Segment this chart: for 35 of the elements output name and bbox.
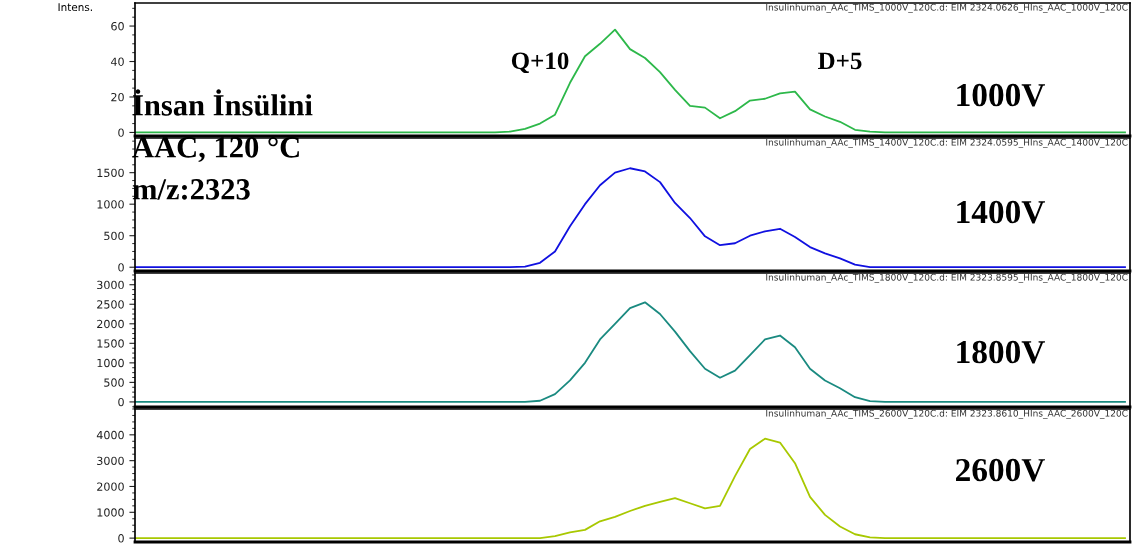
line-series	[135, 167, 1126, 269]
chart-title: Insulinhuman_AAc_TIMS_1000V_120C.d: EIM 2324.0626_HIns_AAC_1000V_120C	[766, 3, 1128, 13]
line-series	[135, 437, 1126, 540]
y-tick-label: 1500	[97, 168, 124, 178]
y-tick-label: 2500	[97, 300, 124, 309]
y-tick-label: 60	[111, 22, 124, 31]
chart-title: Insulinhuman_AAc_TIMS_1800V_120C.d: EIM 2323.8595_HIns_AAC_1800V_120C	[766, 273, 1128, 283]
y-tick-label: 40	[110, 57, 124, 66]
annotation: D+5	[818, 52, 862, 70]
y-tick-label: 1000	[97, 200, 124, 209]
y-tick-label: 2000	[97, 319, 124, 329]
y-tick-label: 1500	[97, 339, 124, 348]
annotation: 1000V	[957, 83, 1045, 107]
y-tick-label: 0	[118, 263, 124, 272]
y-tick-label: 1000	[97, 358, 124, 368]
y-tick-label: 0	[118, 534, 124, 543]
chart-title: Insulinhuman_AAc_TIMS_2600V_120C.d: EIM 2323.8610_HIns_AAC_2600V_120C	[766, 409, 1128, 419]
line-series	[135, 28, 1126, 134]
y-tick-label: 1000	[97, 508, 124, 517]
y-tick-label: 3000	[97, 456, 124, 466]
y-tick-label: 4000	[96, 430, 124, 440]
y-tick-label: 500	[104, 231, 124, 241]
annotation: Q+10	[511, 52, 569, 74]
annotation: 1800V	[957, 340, 1045, 364]
y-axis-title: Intens.	[58, 3, 92, 12]
y-tick-label: 20	[111, 92, 124, 102]
annotation: 1400V	[957, 200, 1045, 224]
annotation: 2600V	[956, 458, 1045, 482]
y-tick-label: 2000	[97, 482, 124, 491]
y-tick-label: 0	[118, 397, 124, 407]
line-series	[135, 301, 1126, 403]
chart-title: Insulinhuman_AAc_TIMS_1400V_120C.d: EIM 2324.0595_HIns_AAC_1400V_120C	[766, 138, 1128, 148]
y-tick-label: 3000	[97, 280, 124, 290]
y-tick-label: 500	[104, 378, 124, 387]
y-tick-label: 0	[118, 128, 124, 137]
